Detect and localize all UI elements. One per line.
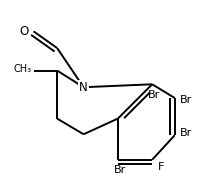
- Text: O: O: [19, 25, 29, 38]
- Text: CH₃: CH₃: [13, 64, 32, 74]
- Text: N: N: [79, 81, 88, 94]
- Text: Br: Br: [114, 165, 126, 175]
- Text: Br: Br: [148, 90, 160, 100]
- Text: Br: Br: [180, 128, 192, 138]
- Text: F: F: [158, 162, 164, 172]
- Text: Br: Br: [180, 95, 192, 105]
